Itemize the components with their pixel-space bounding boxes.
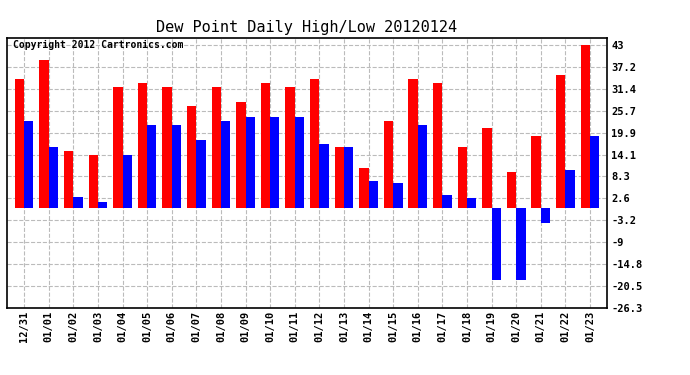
Bar [98, 202, 107, 208]
Bar [319, 144, 328, 208]
Bar [565, 170, 575, 208]
Bar [482, 128, 491, 208]
Bar [236, 102, 246, 208]
Bar [14, 79, 24, 208]
Bar [442, 195, 452, 208]
Bar [359, 168, 368, 208]
Bar [516, 208, 526, 280]
Bar [212, 87, 221, 208]
Bar [457, 147, 467, 208]
Bar [123, 155, 132, 208]
Bar [88, 155, 98, 208]
Bar [541, 208, 550, 223]
Bar [295, 117, 304, 208]
Bar [491, 208, 501, 280]
Text: Copyright 2012 Cartronics.com: Copyright 2012 Cartronics.com [13, 40, 184, 50]
Bar [246, 117, 255, 208]
Bar [39, 60, 49, 208]
Bar [113, 87, 123, 208]
Bar [286, 87, 295, 208]
Bar [221, 121, 230, 208]
Bar [64, 151, 73, 208]
Bar [433, 83, 442, 208]
Bar [187, 106, 197, 208]
Bar [344, 147, 353, 208]
Bar [556, 75, 565, 208]
Bar [261, 83, 270, 208]
Bar [270, 117, 279, 208]
Bar [507, 172, 516, 208]
Bar [580, 45, 590, 208]
Bar [24, 121, 34, 208]
Bar [531, 136, 541, 208]
Bar [335, 147, 344, 208]
Title: Dew Point Daily High/Low 20120124: Dew Point Daily High/Low 20120124 [157, 20, 457, 35]
Bar [162, 87, 172, 208]
Bar [138, 83, 147, 208]
Bar [49, 147, 58, 208]
Bar [408, 79, 417, 208]
Bar [393, 183, 402, 208]
Bar [368, 182, 378, 208]
Bar [310, 79, 319, 208]
Bar [417, 124, 427, 208]
Bar [384, 121, 393, 208]
Bar [147, 124, 157, 208]
Bar [73, 196, 83, 208]
Bar [172, 124, 181, 208]
Bar [467, 198, 476, 208]
Bar [590, 136, 600, 208]
Bar [197, 140, 206, 208]
